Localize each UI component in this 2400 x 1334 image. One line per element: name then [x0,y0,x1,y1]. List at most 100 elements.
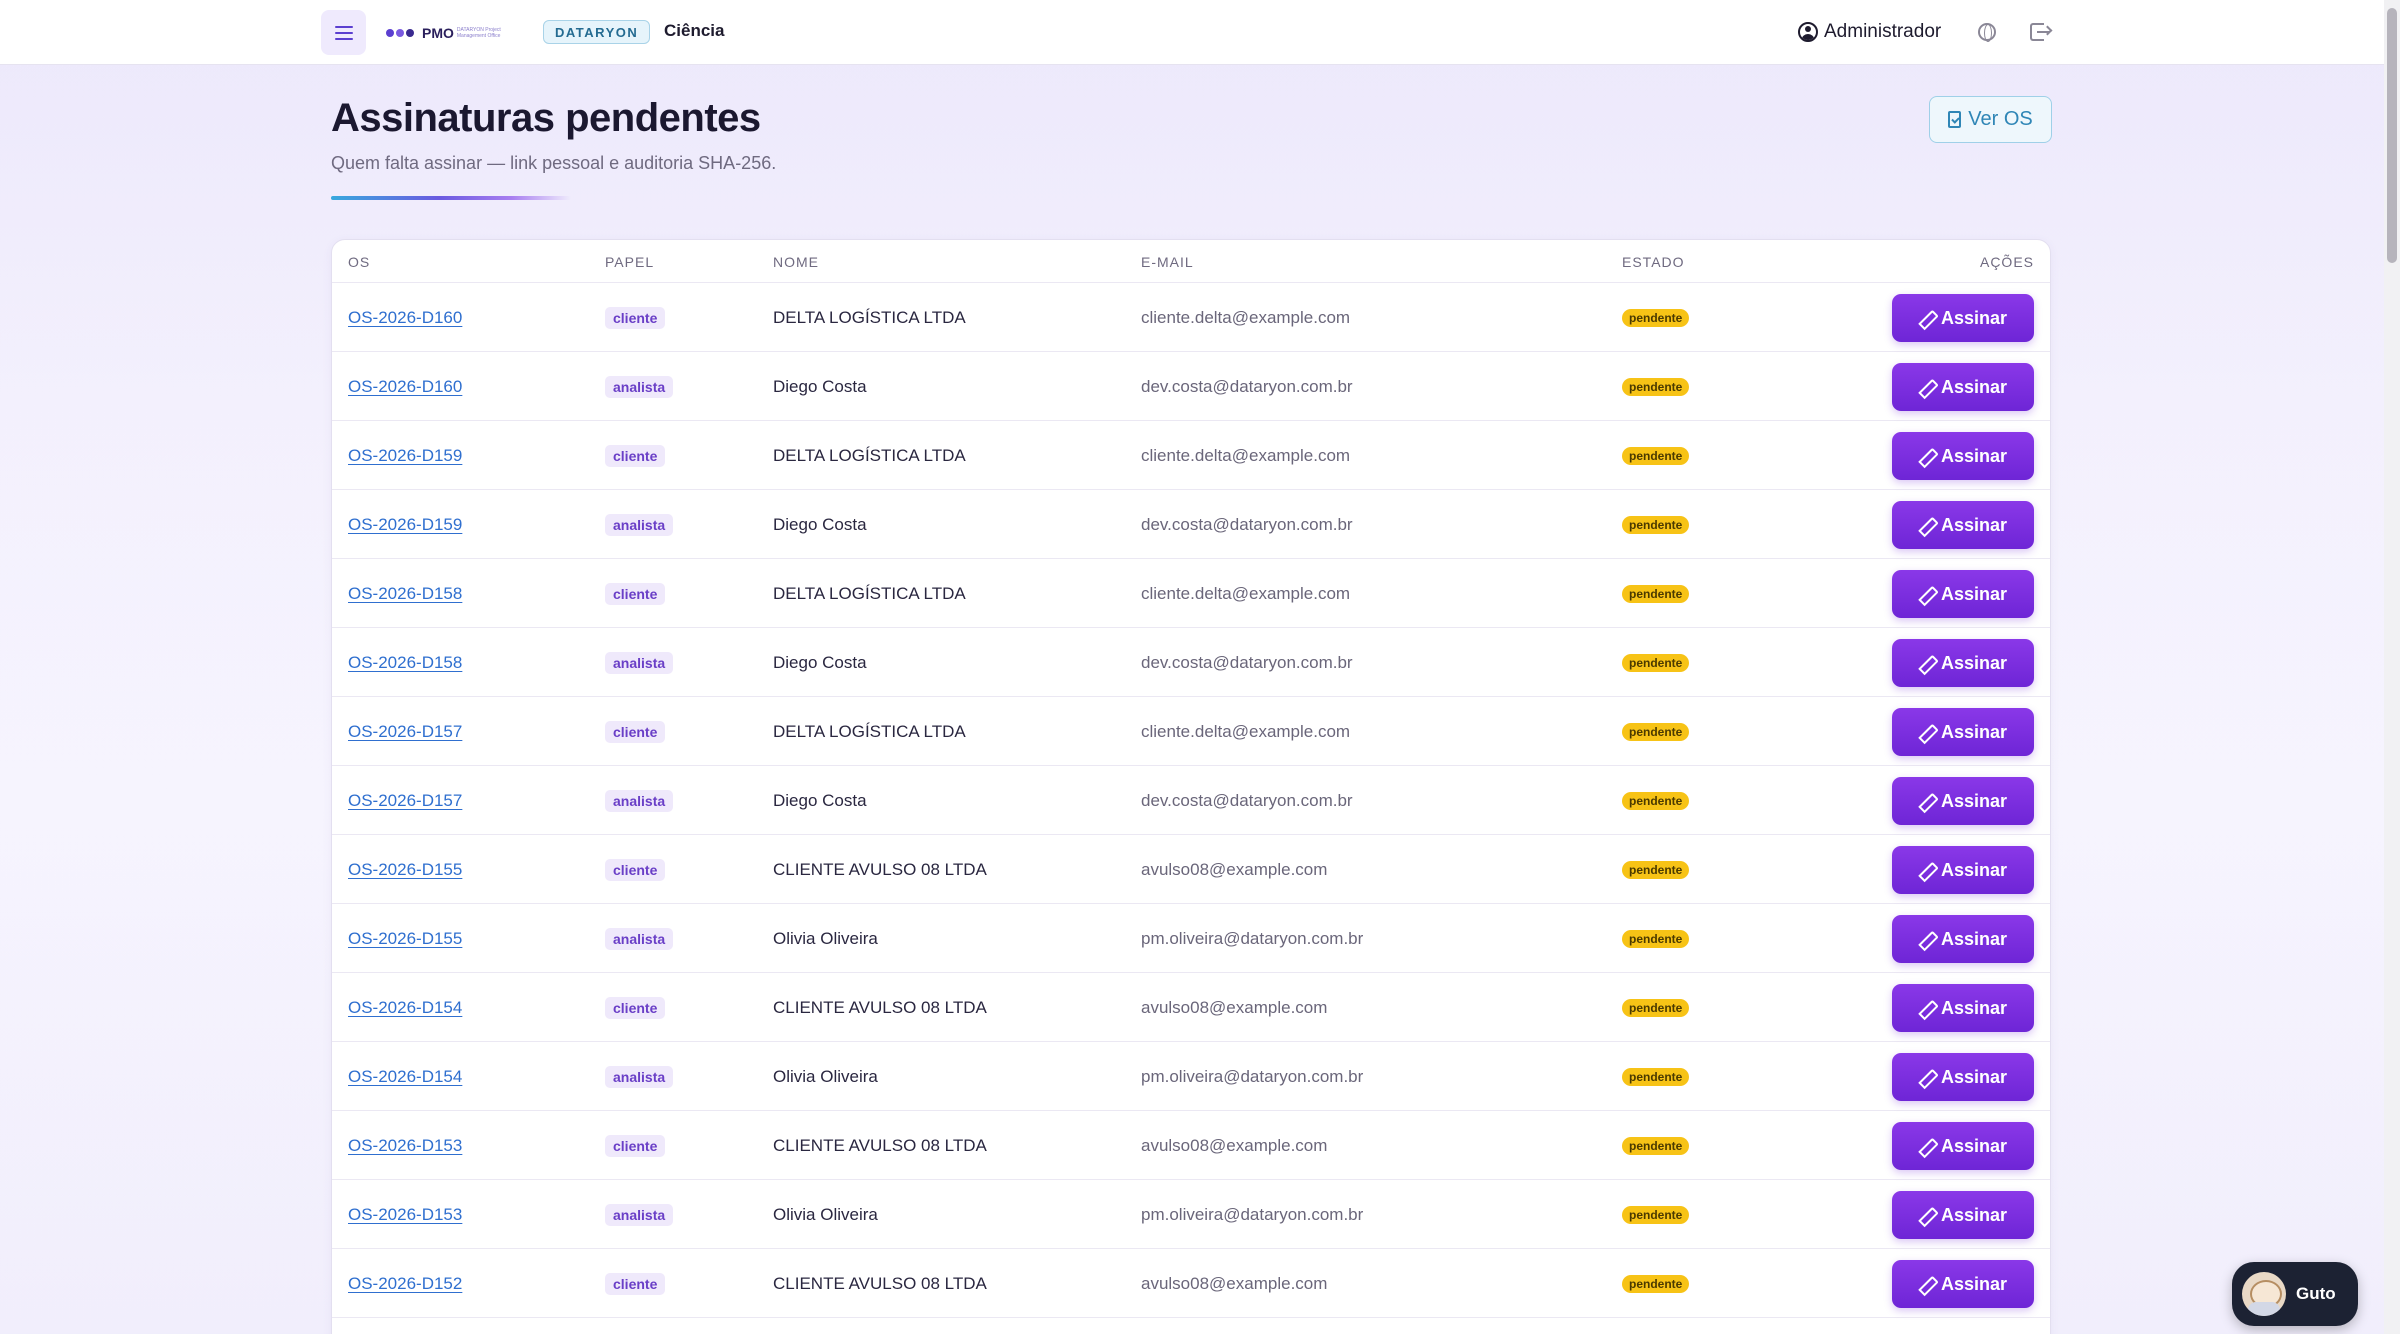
nav-label[interactable]: Ciência [664,21,725,40]
page-subtitle: Quem falta assinar — link pessoal e audi… [331,153,777,173]
sign-button[interactable]: Assinar [1892,432,2034,480]
ver-os-button[interactable]: Ver OS [1929,96,2052,143]
pencil-icon [1919,517,1935,533]
sign-button-label: Assinar [1940,721,2008,742]
name-cell: DELTA LOGÍSTICA LTDA [773,307,966,327]
sign-button[interactable]: Assinar [1892,501,2034,549]
os-link[interactable]: OS-2026-D159 [348,514,463,534]
assistant-chat-button[interactable]: Guto [2232,1262,2358,1326]
os-cell: OS-2026-D158 [348,559,462,628]
sign-button[interactable]: Assinar [1892,708,2034,756]
sign-button-label: Assinar [1940,790,2008,811]
role-cell: cliente [605,283,666,352]
name-cell: Olivia Oliveira [773,1204,878,1224]
email-cell: pm.oliveira@dataryon.com.br [1141,1204,1364,1224]
role-badge: cliente [605,720,666,743]
table-row: OS-2026-D154 cliente CLIENTE AVULSO 08 LTD… [332,973,2050,1042]
os-link[interactable]: OS-2026-D155 [348,928,463,948]
sign-button[interactable]: Assinar [1892,777,2034,825]
page-title: Assinaturas pendentes [331,96,761,140]
sign-button[interactable]: Assinar [1892,294,2034,342]
sign-button[interactable]: Assinar [1892,915,2034,963]
user-menu[interactable]: Administrador [1798,18,1941,46]
role-cell: analista [605,904,674,973]
assistant-avatar [2242,1272,2286,1316]
column-header-acoes: AÇÕES [1979,254,2034,270]
pencil-icon [1919,931,1935,947]
status-badge: pendente [1622,998,1690,1017]
sign-button[interactable]: Assinar [1892,1053,2034,1101]
os-link[interactable]: OS-2026-D158 [348,583,463,603]
sign-button[interactable]: Assinar [1892,639,2034,687]
role-badge: analista [605,375,674,398]
status-cell: pendente [1622,766,1690,835]
os-link[interactable]: OS-2026-D153 [348,1135,463,1155]
os-cell: OS-2026-D153 [348,1111,462,1180]
email-cell: avulso08@example.com [1141,1135,1328,1155]
logout-icon[interactable] [2030,23,2053,41]
email-cell: cliente.delta@example.com [1141,583,1351,603]
os-cell: OS-2026-D155 [348,835,462,904]
name-cell: CLIENTE AVULSO 08 LTDA [773,1273,987,1293]
os-link[interactable]: OS-2026-D158 [348,652,463,672]
sign-button-label: Assinar [1940,997,2008,1018]
email-cell: dev.costa@dataryon.com.br [1141,652,1353,672]
table-row: OS-2026-D154 analista Olivia Oliveira pm.ol… [332,1042,2050,1111]
os-cell: OS-2026-D158 [348,628,462,697]
sign-button[interactable]: Assinar [1892,1122,2034,1170]
name-cell: CLIENTE AVULSO 08 LTDA [773,859,987,879]
sign-button[interactable]: Assinar [1892,846,2034,894]
page-scrollbar[interactable] [2384,0,2400,1334]
os-link[interactable]: OS-2026-D155 [348,859,463,879]
os-link[interactable]: OS-2026-D153 [348,1204,463,1224]
os-link[interactable]: OS-2026-D154 [348,997,463,1017]
role-cell: analista [605,1042,674,1111]
table-row: OS-2026-D153 analista Olivia Oliveira pm.ol… [332,1180,2050,1249]
table-header: OS PAPEL NOME E-MAIL ESTADO AÇÕES [332,240,2050,283]
assistant-name: Guto [2296,1284,2336,1303]
role-badge: cliente [605,306,666,329]
os-cell: OS-2026-D157 [348,766,462,835]
logo-text: PMO [422,25,454,41]
role-cell: cliente [605,697,666,766]
os-link[interactable]: OS-2026-D157 [348,721,463,741]
name-cell: CLIENTE AVULSO 08 LTDA [773,1135,987,1155]
table-row: OS-2026-D155 analista Olivia Oliveira pm.ol… [332,904,2050,973]
role-badge: analista [605,789,674,812]
os-link[interactable]: OS-2026-D160 [348,307,463,327]
scrollbar-thumb[interactable] [2387,8,2397,263]
os-link[interactable]: OS-2026-D154 [348,1066,463,1086]
status-cell: pendente [1622,1180,1690,1249]
status-cell: pendente [1622,1249,1690,1318]
email-cell: pm.oliveira@dataryon.com.br [1141,928,1364,948]
sign-button[interactable]: Assinar [1892,570,2034,618]
table-row: OS-2026-D157 cliente DELTA LOGÍSTICA LTDA c… [332,697,2050,766]
status-badge: pendente [1622,929,1690,948]
os-cell: OS-2026-D160 [348,352,462,421]
name-cell: DELTA LOGÍSTICA LTDA [773,445,966,465]
name-cell: Diego Costa [773,376,867,396]
column-header-nome: NOME [773,254,819,270]
app-logo[interactable]: PMO DATARYON Project Management Office [386,20,513,46]
sign-button[interactable]: Assinar [1892,1191,2034,1239]
status-badge: pendente [1622,860,1690,879]
email-cell: pm.oliveira@dataryon.com.br [1141,1066,1364,1086]
os-link[interactable]: OS-2026-D160 [348,376,463,396]
logo-mark-icon [386,29,414,37]
email-cell: avulso08@example.com [1141,1273,1328,1293]
globe-icon[interactable] [1978,23,1996,42]
sign-button[interactable]: Assinar [1892,1260,2034,1308]
os-link[interactable]: OS-2026-D152 [348,1273,463,1293]
pencil-icon [1919,310,1935,326]
sign-button[interactable]: Assinar [1892,363,2034,411]
status-cell: pendente [1622,421,1690,490]
table-row: OS-2026-D159 cliente DELTA LOGÍSTICA LTDA c… [332,421,2050,490]
os-link[interactable]: OS-2026-D157 [348,790,463,810]
email-cell: cliente.delta@example.com [1141,307,1351,327]
sign-button[interactable]: Assinar [1892,984,2034,1032]
status-cell: pendente [1622,973,1690,1042]
menu-button[interactable] [321,10,366,55]
os-link[interactable]: OS-2026-D159 [348,445,463,465]
name-cell: DELTA LOGÍSTICA LTDA [773,583,966,603]
table-row: OS-2026-D158 analista Diego Costa dev.costa… [332,628,2050,697]
